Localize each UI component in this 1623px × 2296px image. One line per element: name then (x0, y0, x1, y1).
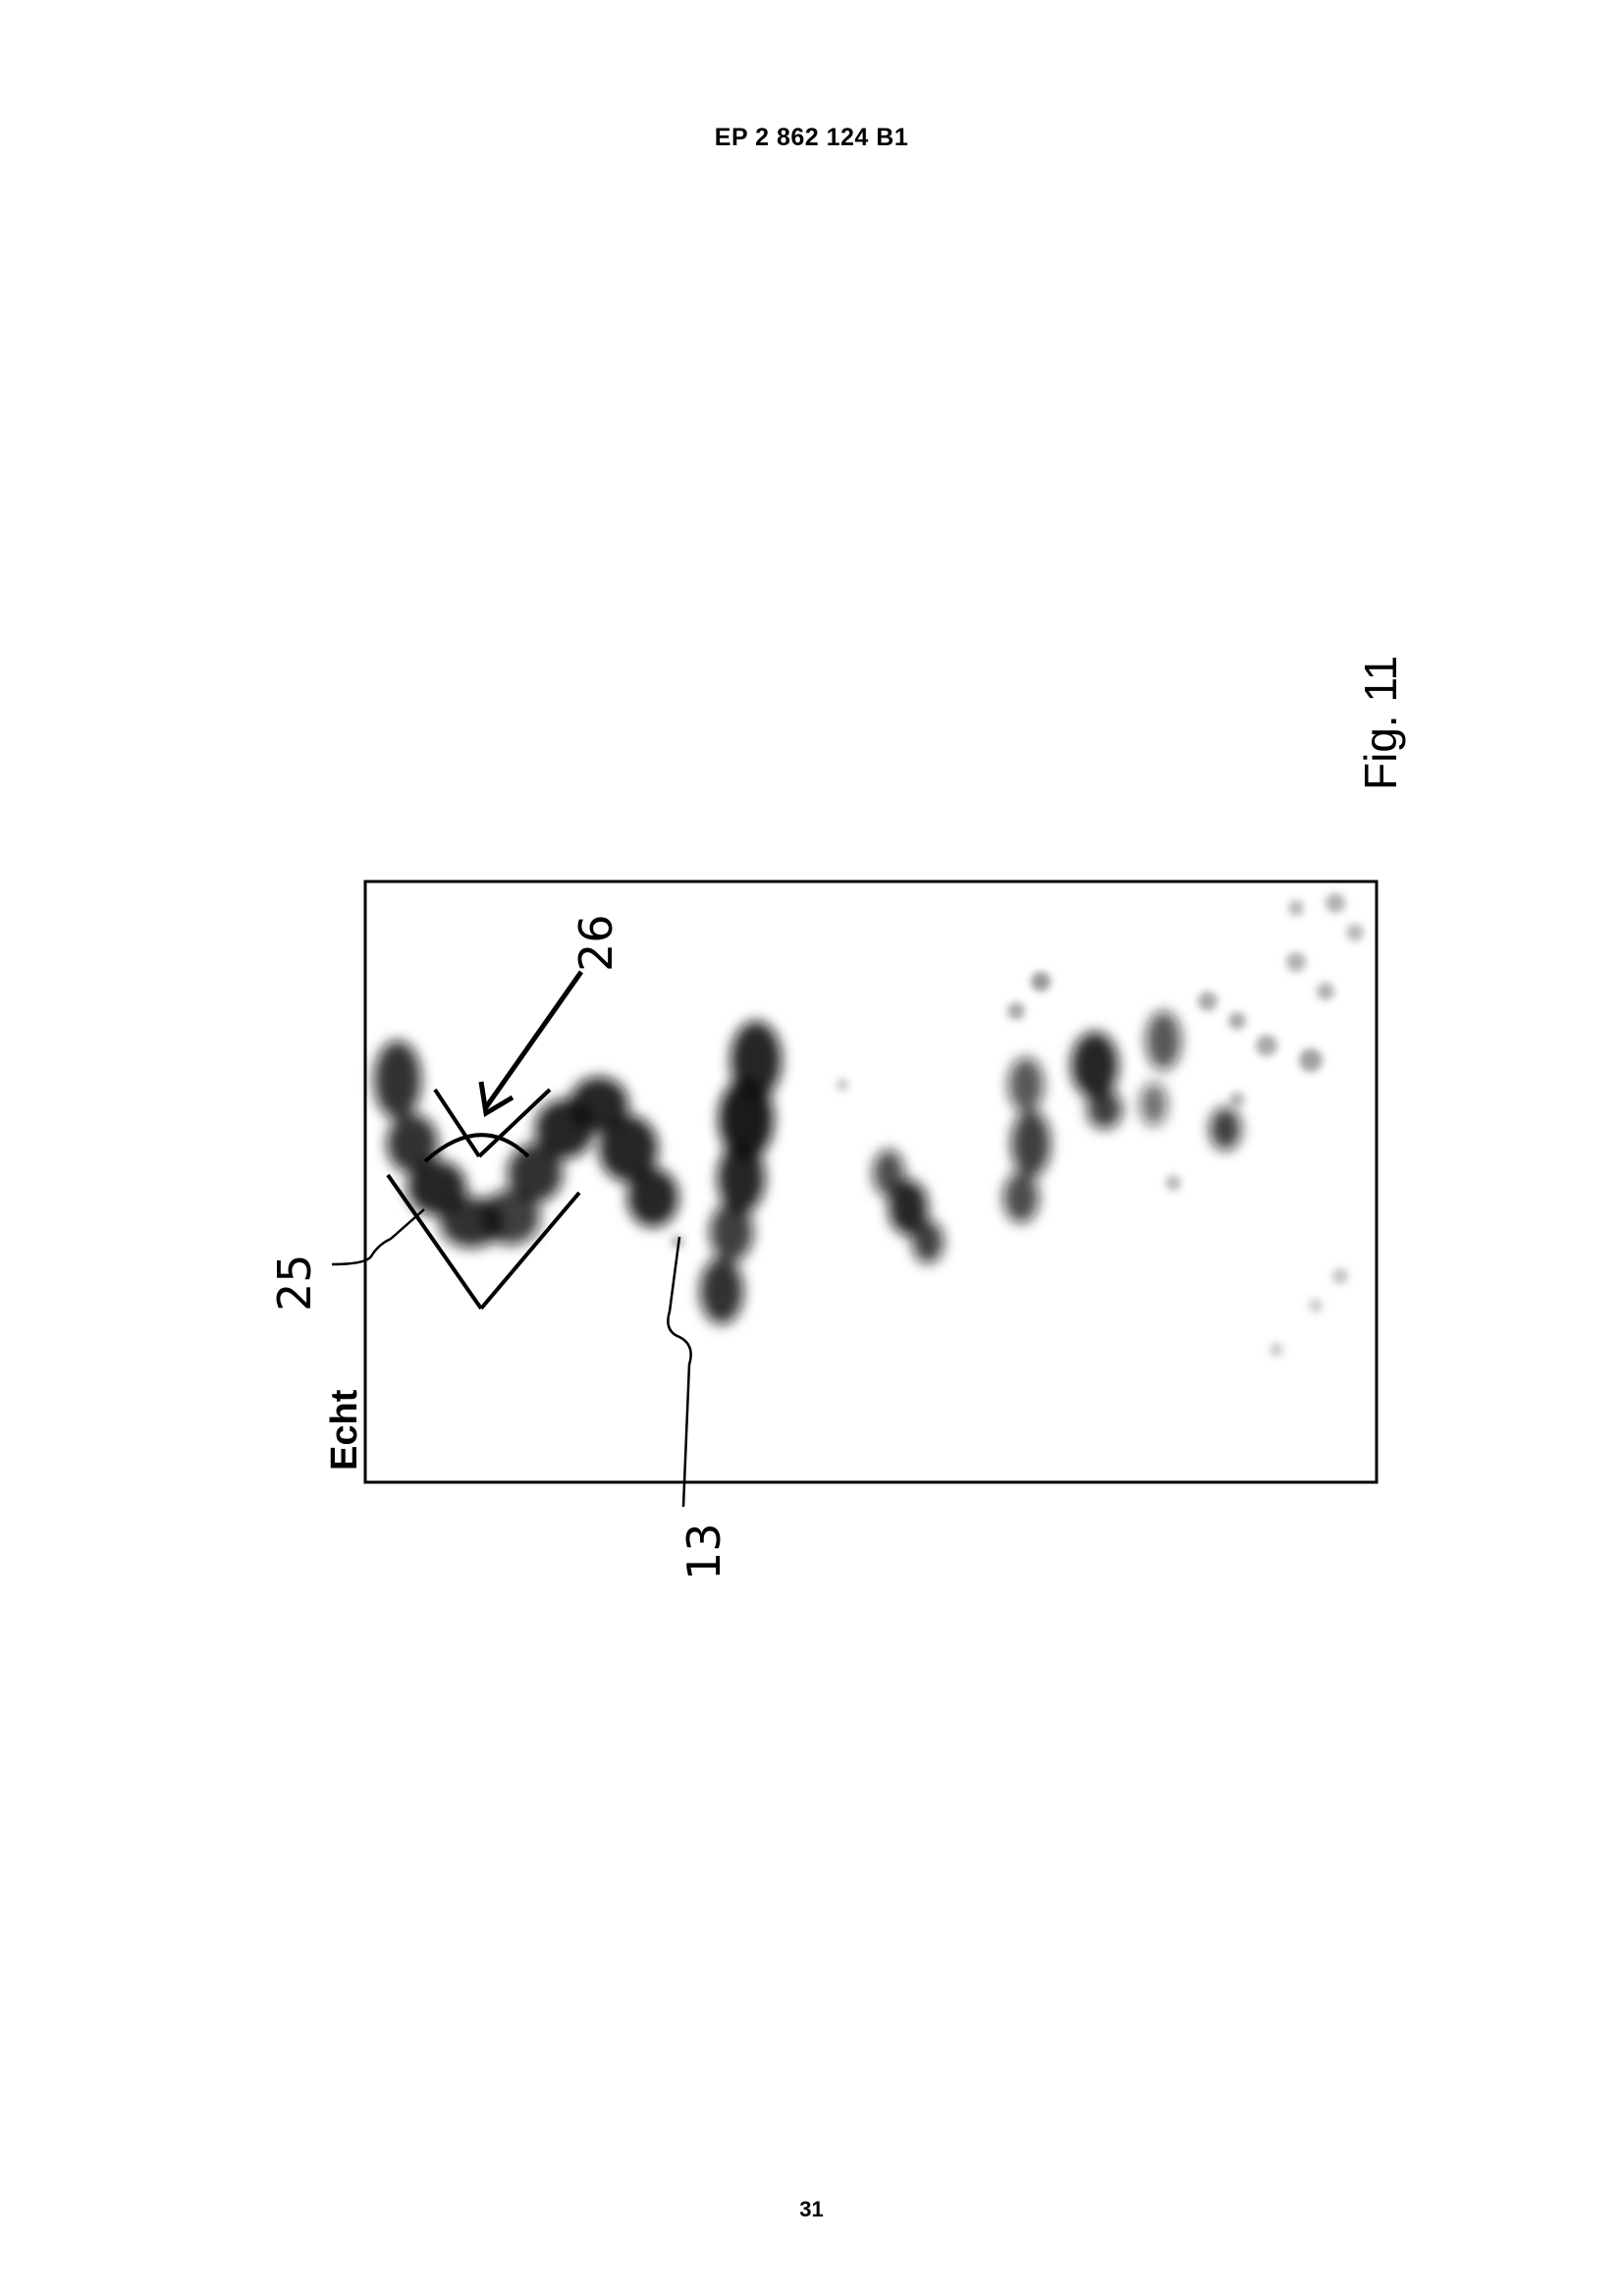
document-number: EP 2 862 124 B1 (714, 124, 909, 151)
reference-25: 25 (268, 1254, 321, 1311)
leader-line-13 (667, 1236, 692, 1508)
reference-13: 13 (677, 1522, 730, 1580)
leader-line-25 (331, 1208, 425, 1266)
page-number: 31 (799, 2197, 824, 2221)
speckle-image (374, 893, 1364, 1357)
panel-label: Echt (324, 1389, 365, 1470)
arrow-26 (478, 970, 584, 1118)
reference-26: 26 (569, 914, 622, 972)
figure-caption: Fig. 11 (1355, 656, 1406, 790)
v-marker (386, 1088, 581, 1310)
